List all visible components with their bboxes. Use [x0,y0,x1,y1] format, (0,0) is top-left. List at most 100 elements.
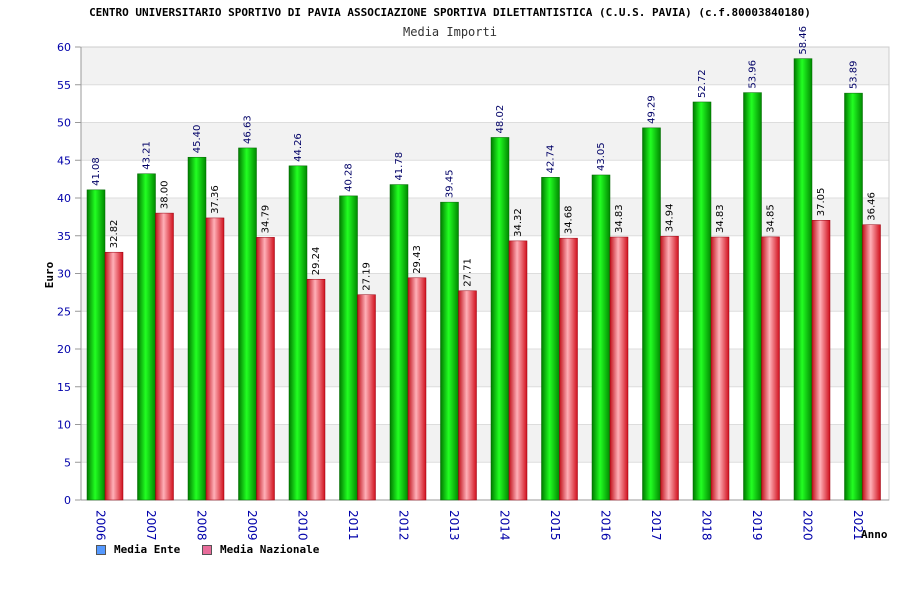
x-tick-label: 2021 [851,510,865,541]
data-label: 53.96 [748,60,759,89]
y-tick-label: 30 [57,268,71,281]
bar-media-nazionale [306,278,326,501]
x-tick-label: 2018 [699,510,713,541]
bar-media-nazionale [155,212,174,501]
legend-media-ente: Media Ente [96,543,180,556]
grid-band [81,84,889,123]
bar-media-ente [844,92,863,501]
bar-media-ente [137,173,156,501]
x-tick-label: 2019 [750,510,764,541]
bar-media-nazionale [862,224,881,501]
x-tick-label: 2006 [93,510,107,541]
x-tick-label: 2013 [447,510,461,541]
bar-media-ente [591,174,611,501]
data-label: 34.83 [715,204,726,233]
data-label: 37.05 [816,188,827,217]
bar-media-ente [642,127,661,501]
data-label: 34.85 [766,204,777,233]
x-tick-label: 2012 [396,510,410,541]
y-tick-label: 35 [57,230,71,243]
data-label: 53.89 [849,60,860,89]
data-label: 32.82 [109,220,120,249]
data-label: 43.21 [142,141,153,170]
x-tick-label: 2020 [800,510,814,541]
data-label: 34.83 [614,204,625,233]
data-label: 29.43 [412,245,423,274]
y-tick-label: 5 [64,456,71,469]
data-label: 34.68 [564,206,575,235]
bar-media-ente [288,165,308,501]
bar-media-nazionale [357,294,376,501]
y-tick-label: 40 [57,192,71,205]
bar-media-nazionale [458,290,477,501]
data-label: 48.02 [495,105,506,134]
data-label: 45.40 [192,125,203,154]
bar-media-nazionale [407,277,427,501]
y-tick-label: 50 [57,117,71,130]
legend-swatch-ente [96,544,106,555]
data-label: 39.45 [445,170,456,199]
x-tick-label: 2015 [548,510,562,541]
bar-media-ente [389,184,409,501]
bar-media-nazionale [660,235,679,501]
data-label: 49.29 [647,95,658,124]
data-label: 37.36 [210,185,221,214]
x-tick-label: 2014 [497,510,511,541]
data-label: 36.46 [867,192,878,221]
y-tick-label: 0 [64,494,71,507]
legend-label-ente: Media Ente [114,543,181,556]
x-tick-label: 2009 [245,510,259,541]
legend-media-nazionale: Media Nazionale [202,543,319,556]
data-label: 46.63 [243,115,254,144]
bar-media-nazionale [508,240,528,501]
bar-media-nazionale [205,217,225,501]
y-tick-label: 45 [57,154,71,167]
bar-media-nazionale [256,237,275,501]
y-tick-label: 60 [57,41,71,54]
grid-band [81,47,889,85]
chart-title: CENTRO UNIVERSITARIO SPORTIVO DI PAVIA A… [89,6,811,19]
x-tick-label: 2017 [649,510,663,541]
bar-media-ente [743,92,762,501]
data-label: 52.72 [697,69,708,98]
bar-media-ente [187,156,207,501]
data-label: 42.74 [546,145,557,174]
data-label: 41.78 [394,152,405,181]
bar-media-ente [490,137,510,501]
data-label: 29.24 [311,247,322,276]
y-tick-label: 15 [57,381,71,394]
bar-media-nazionale [609,236,629,501]
data-label: 27.71 [463,258,474,287]
x-tick-label: 2007 [144,510,158,541]
data-label: 41.08 [91,157,102,186]
bar-media-ente [793,58,813,501]
bar-media-ente [692,101,712,501]
data-label: 27.19 [362,262,373,291]
data-label: 34.32 [513,208,524,237]
x-tick-label: 2011 [346,510,360,541]
bar-media-ente [440,201,459,501]
y-tick-label: 55 [57,79,71,92]
bar-media-nazionale [710,236,730,501]
legend-label-nazionale: Media Nazionale [220,543,320,556]
x-axis-label: Anno [861,528,888,541]
bar-media-nazionale [559,237,578,501]
data-label: 58.46 [798,26,809,55]
legend-swatch-nazionale [202,544,212,555]
y-tick-label: 20 [57,343,71,356]
bar-media-nazionale [811,220,831,501]
y-tick-label: 25 [57,305,71,318]
y-axis-label: Euro [43,261,56,288]
data-label: 43.05 [596,142,607,171]
data-label: 34.79 [261,205,272,234]
bar-media-nazionale [104,251,124,501]
data-label: 34.94 [665,204,676,233]
bar-media-ente [238,147,257,501]
bar-media-ente [541,177,560,501]
data-label: 44.26 [293,133,304,162]
y-tick-label: 10 [57,419,71,432]
x-tick-label: 2008 [194,510,208,541]
data-label: 40.28 [344,163,355,192]
bar-media-ente [339,195,358,501]
